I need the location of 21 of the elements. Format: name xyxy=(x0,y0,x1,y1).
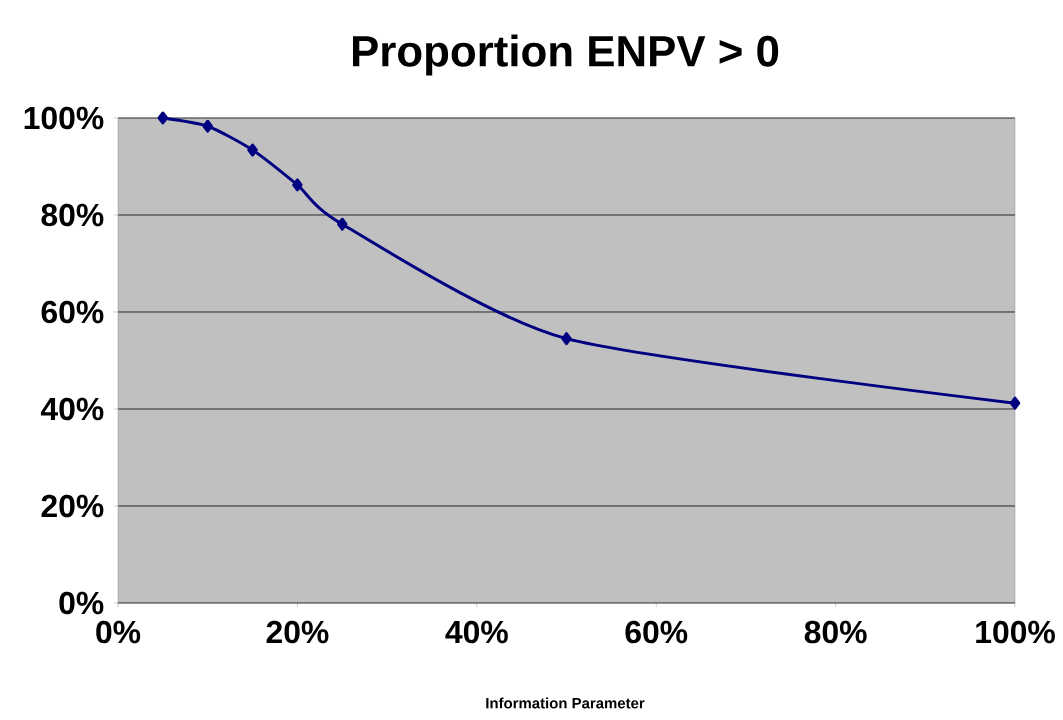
y-tick-label: 20% xyxy=(41,494,104,518)
chart-title: Proportion ENPV > 0 xyxy=(352,34,779,76)
x-tick-label: 0% xyxy=(96,620,141,644)
y-tick-label: 60% xyxy=(41,300,104,324)
x-tick-label: 80% xyxy=(804,620,867,644)
point xyxy=(1009,396,1021,410)
point xyxy=(247,143,258,157)
x-axis-title: Information Parameter xyxy=(486,697,645,709)
x-tick-label: 20% xyxy=(266,620,329,644)
y-tick-label: 0% xyxy=(59,591,104,615)
point xyxy=(202,119,213,133)
point xyxy=(157,111,169,125)
point xyxy=(337,217,348,231)
point xyxy=(292,178,303,192)
y-tick-label: 100% xyxy=(24,106,104,130)
y-tick-label: 40% xyxy=(40,397,104,421)
x-tick-label: 100% xyxy=(976,620,1055,644)
y-tick-label: 80% xyxy=(41,203,104,227)
x-tick-label: 40% xyxy=(445,620,508,644)
x-tick-label: 60% xyxy=(625,620,688,644)
point xyxy=(561,332,572,346)
